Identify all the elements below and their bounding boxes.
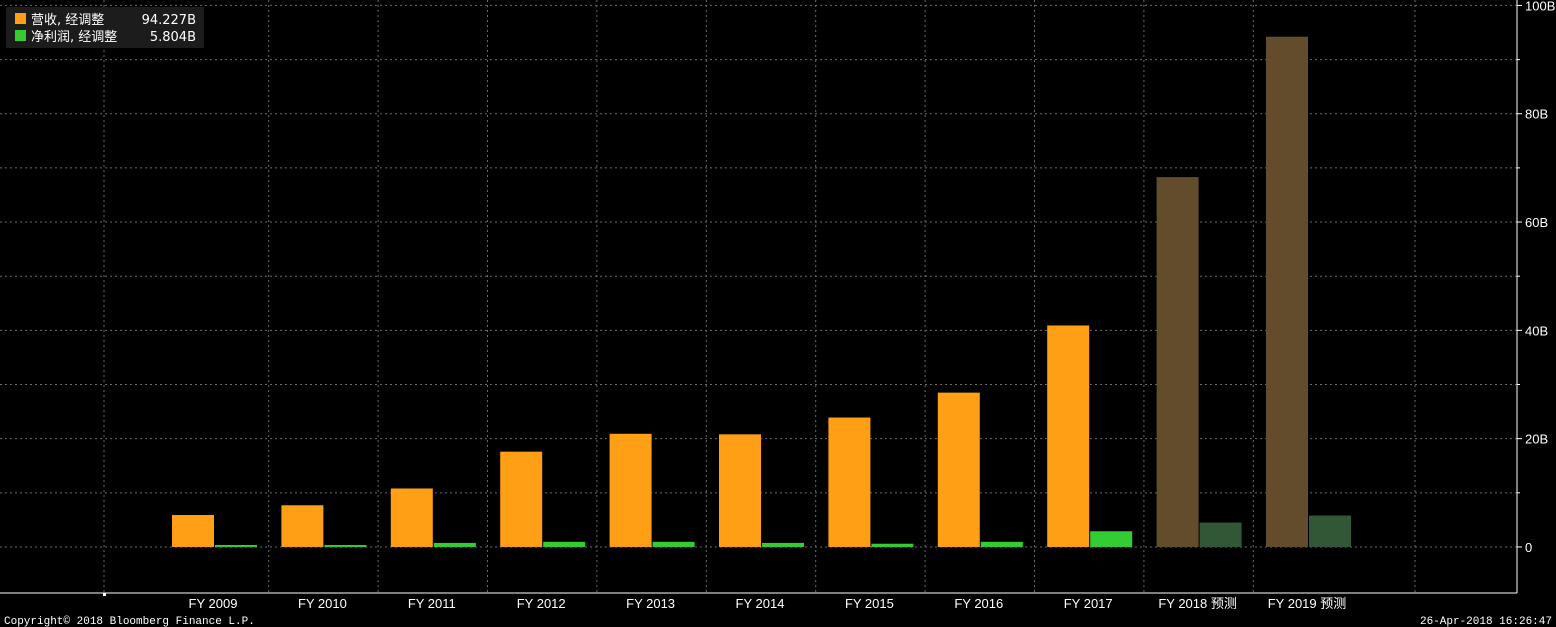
axes <box>0 0 1518 594</box>
bar-revenue-8 <box>1047 325 1090 547</box>
x-tick-label: FY 2012 <box>517 596 566 611</box>
x-tick-label: FY 2011 <box>408 596 456 611</box>
bar-net-income-9 <box>1199 522 1242 547</box>
bar-revenue-4 <box>609 433 652 547</box>
y-tick-label: 40B <box>1525 323 1548 338</box>
legend-value-revenue: 94.227B <box>142 13 196 28</box>
timestamp-text: 26-Apr-2018 16:26:47 <box>1420 616 1552 627</box>
x-tick-label: FY 2009 <box>189 596 238 611</box>
y-tick-label: 0 <box>1525 540 1532 555</box>
y-tick-label: 80B <box>1525 107 1548 122</box>
bar-revenue-7 <box>937 392 980 547</box>
x-tick-label: FY 2015 <box>845 596 894 611</box>
bar-net-income-3 <box>543 541 586 547</box>
legend-swatch-net-income <box>15 30 26 41</box>
legend-label-net-income: 净利润, 经调整 <box>31 30 117 45</box>
bar-revenue-1 <box>281 505 324 547</box>
legend-label-revenue: 营收, 经调整 <box>31 13 104 28</box>
y-tick-label: 100B <box>1525 0 1555 13</box>
bar-net-income-8 <box>1090 531 1133 547</box>
bar-net-income-5 <box>762 542 804 547</box>
bar-net-income-2 <box>433 542 476 547</box>
legend-swatch-revenue <box>15 13 26 24</box>
x-axis-start-mark <box>103 593 106 596</box>
bar-net-income-10 <box>1309 515 1351 547</box>
x-tick-label: FY 2016 <box>954 596 1003 611</box>
bar-net-income-7 <box>980 541 1023 547</box>
bar-revenue-2 <box>390 488 433 547</box>
bar-net-income-4 <box>652 541 695 547</box>
legend: 营收, 经调整 94.227B 净利润, 经调整 5.804B <box>6 7 204 48</box>
legend-value-net-income: 5.804B <box>150 30 196 45</box>
copyright-text: Copyright© 2018 Bloomberg Finance L.P. <box>4 616 255 627</box>
legend-background <box>6 7 204 48</box>
x-tick-label: FY 2014 <box>736 596 785 611</box>
x-tick-label: FY 2019 预测 <box>1268 596 1347 611</box>
bar-revenue-9 <box>1156 177 1199 547</box>
x-tick-label: FY 2017 <box>1064 596 1113 611</box>
y-tick-label: 20B <box>1525 432 1548 447</box>
bar-net-income-6 <box>871 543 914 547</box>
bars <box>172 36 1351 547</box>
bar-net-income-1 <box>324 544 367 547</box>
x-tick-label: FY 2013 <box>626 596 675 611</box>
y-tick-label: 60B <box>1525 215 1548 230</box>
bar-net-income-0 <box>215 544 257 547</box>
bar-revenue-0 <box>172 515 214 547</box>
x-tick-label: FY 2018 预测 <box>1158 596 1237 611</box>
tick-labels: 0 20B 40B 60B 80B 100B FY 2009 FY 2010 FY 2011 FY… <box>103 0 1555 611</box>
bar-revenue-5 <box>719 434 761 547</box>
bar-revenue-3 <box>500 451 543 547</box>
bar-revenue-6 <box>828 417 871 547</box>
grid <box>0 0 1517 593</box>
x-tick-label: FY 2010 <box>298 596 347 611</box>
bar-revenue-10 <box>1266 36 1308 547</box>
